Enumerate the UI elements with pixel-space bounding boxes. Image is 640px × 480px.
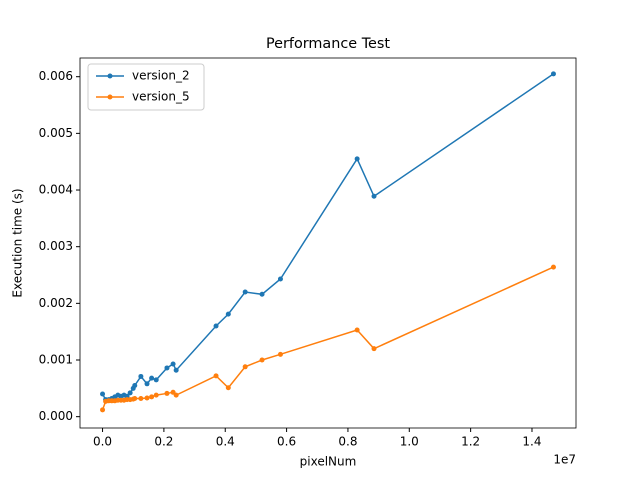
point [242,289,248,295]
legend-marker [107,73,113,79]
point [550,264,556,270]
point [170,361,176,367]
legend-label: version_5 [132,90,190,104]
point [149,394,155,400]
point [277,276,283,282]
x-tick-label: 1.4 [522,435,541,449]
y-tick-label: 0.001 [39,353,73,367]
y-tick-label: 0.000 [39,409,73,423]
point [144,381,150,387]
point [132,383,138,389]
point [138,396,144,402]
legend-label: version_2 [132,69,190,83]
point [371,346,377,352]
legend-marker [107,94,113,100]
point [225,311,231,317]
point [371,193,377,199]
point [259,357,265,363]
x-tick-label: 0.0 [93,435,112,449]
point [164,390,170,396]
point [259,291,265,297]
point [242,364,248,370]
y-axis-label: Execution time (s) [11,188,25,297]
point [173,392,179,398]
y-tick-label: 0.002 [39,296,73,310]
point [173,367,179,373]
x-tick-label: 1.0 [400,435,419,449]
point [225,385,231,391]
x-offset-label: 1e7 [553,453,576,467]
point [149,375,155,381]
x-tick-label: 0.8 [338,435,357,449]
point [100,391,106,397]
point [127,390,133,396]
x-tick-label: 1.2 [461,435,480,449]
point [213,323,219,329]
point [550,71,556,77]
point [213,373,219,379]
point [354,327,360,333]
point [153,392,159,398]
point [132,396,138,402]
chart-title: Performance Test [266,36,390,52]
point [164,365,170,371]
axes-frame [79,57,577,429]
y-tick-label: 0.004 [39,183,73,197]
point [277,351,283,357]
point [144,395,150,401]
y-tick-label: 0.006 [39,69,73,83]
point [138,373,144,379]
x-tick-label: 0.4 [216,435,235,449]
point [354,156,360,162]
x-tick-label: 0.6 [277,435,296,449]
y-tick-label: 0.005 [39,126,73,140]
point [100,407,106,413]
point [153,377,159,383]
x-axis-label: pixelNum [300,455,357,469]
y-tick-label: 0.003 [39,239,73,253]
x-tick-label: 0.2 [154,435,173,449]
